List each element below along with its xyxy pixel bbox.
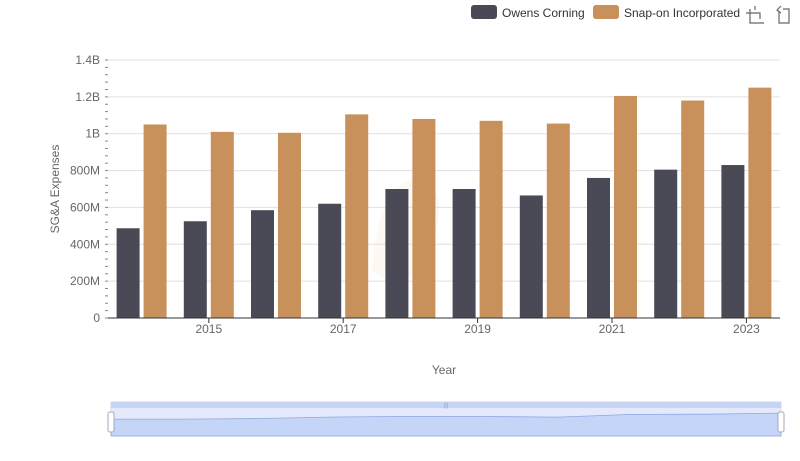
x-tick-label: 2017	[330, 322, 357, 336]
bar-owens-corning-2022[interactable]	[654, 169, 678, 318]
legend-swatch-owens-corning	[471, 5, 497, 19]
bar-snap-on-2021[interactable]	[614, 95, 637, 318]
bar-owens-corning-2020[interactable]	[519, 195, 543, 318]
bar-owens-corning-2021[interactable]	[587, 177, 610, 318]
y-axis-title: SG&A Expenses	[48, 145, 62, 234]
bar-owens-corning-2014[interactable]	[116, 228, 140, 318]
y-axis-tick-labels: 0 200M 400M 600M 800M 1B 1.2B 1.4B	[70, 53, 100, 325]
bar-snap-on-2014[interactable]	[143, 124, 167, 319]
data-zoom-slider[interactable]: |||	[107, 401, 785, 437]
x-tick-label: 2019	[464, 322, 491, 336]
bar-snap-on-2020[interactable]	[546, 123, 570, 318]
y-tick-label: 1.4B	[75, 53, 100, 67]
bar-snap-on-2017[interactable]	[345, 114, 369, 318]
x-axis-title: Year	[432, 363, 456, 377]
y-tick-label: 1B	[85, 127, 100, 141]
y-minor-ticks	[105, 59, 108, 319]
bar-owens-corning-2016[interactable]	[251, 210, 274, 318]
legend-swatch-snap-on	[593, 5, 619, 19]
y-tick-label: 200M	[70, 274, 100, 288]
y-tick-label: 0	[93, 311, 100, 325]
data-zoom-handle-left[interactable]	[107, 411, 115, 433]
y-tick-label: 400M	[70, 237, 100, 251]
legend: Owens Corning Snap-on Incorporated	[471, 5, 740, 20]
bar-snap-on-2016[interactable]	[278, 132, 301, 318]
x-axis-tick-labels: 2015 2017 2019 2021 2023	[195, 318, 760, 336]
bar-owens-corning-2015[interactable]	[183, 221, 207, 318]
bars	[116, 87, 772, 319]
data-zoom-top-bar[interactable]	[111, 402, 781, 408]
bar-owens-corning-2019[interactable]	[452, 189, 476, 318]
y-tick-label: 800M	[70, 164, 100, 178]
legend-label-snap-on: Snap-on Incorporated	[624, 6, 740, 20]
bar-snap-on-2022[interactable]	[681, 100, 705, 319]
bar-snap-on-2018[interactable]	[412, 118, 436, 318]
zoom-select-icon[interactable]	[746, 6, 764, 24]
legend-item-owens-corning[interactable]: Owens Corning	[471, 5, 585, 20]
legend-label-owens-corning: Owens Corning	[502, 6, 585, 20]
y-tick-label: 600M	[70, 200, 100, 214]
bar-snap-on-2023[interactable]	[748, 87, 772, 319]
grid	[108, 59, 780, 282]
x-tick-label: 2015	[195, 322, 222, 336]
y-tick-label: 1.2B	[75, 90, 100, 104]
bar-snap-on-2015[interactable]	[210, 131, 234, 318]
legend-item-snap-on[interactable]: Snap-on Incorporated	[593, 5, 740, 20]
data-zoom-handle-right[interactable]	[777, 411, 785, 433]
bar-owens-corning-2023[interactable]	[721, 165, 745, 318]
bar-snap-on-2019[interactable]	[479, 120, 503, 318]
data-zoom-grip-icon: |||	[444, 403, 449, 409]
x-tick-label: 2021	[599, 322, 626, 336]
bar-owens-corning-2018[interactable]	[385, 189, 409, 318]
bar-owens-corning-2017[interactable]	[318, 203, 342, 318]
restore-icon[interactable]	[776, 5, 790, 24]
x-tick-label: 2023	[733, 322, 760, 336]
